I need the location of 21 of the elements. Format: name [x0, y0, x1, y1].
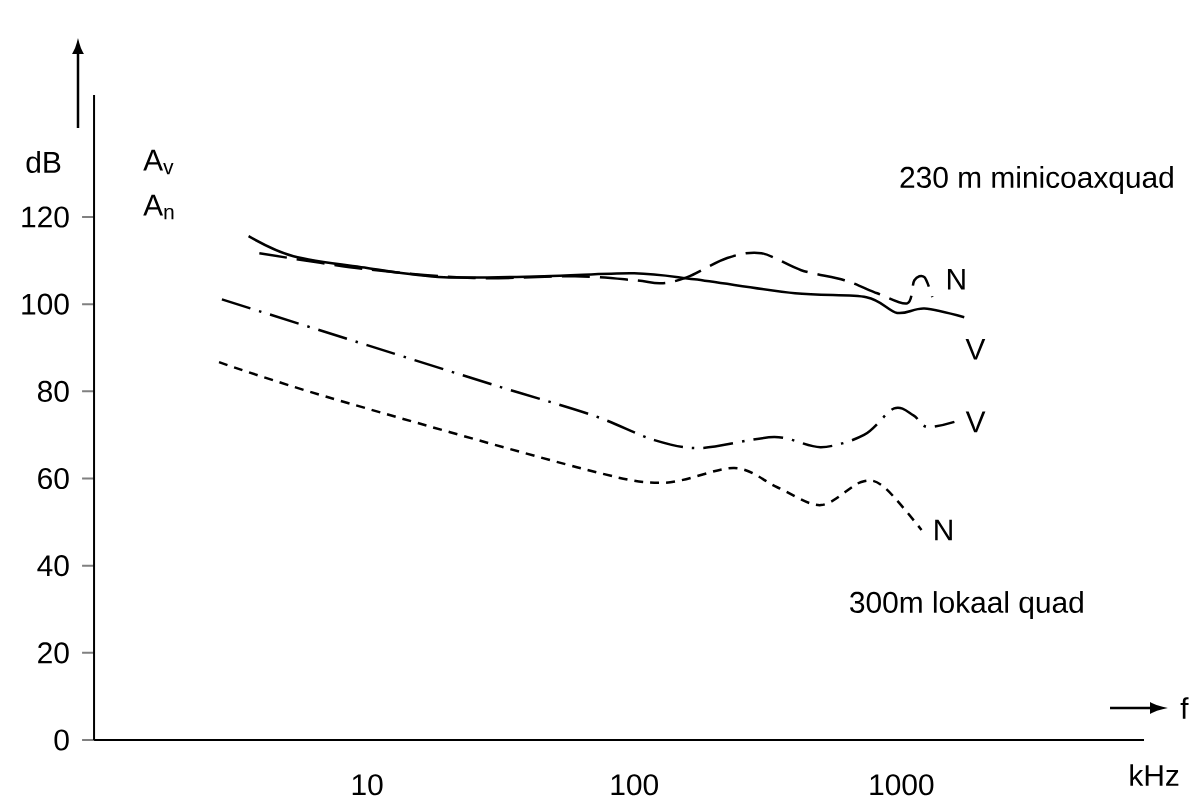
- x-tick-label: 1000: [870, 774, 934, 796]
- y-axis-title: dB: [26, 151, 61, 173]
- x-axis-title: kHz: [1130, 764, 1179, 786]
- series-label: N: [947, 268, 965, 290]
- y-tick-label: 20: [38, 642, 69, 664]
- y-tick-label: 40: [37, 555, 69, 577]
- series-label: V: [965, 338, 986, 360]
- series-label: V: [965, 411, 986, 433]
- x-tick-label: 100: [611, 774, 658, 796]
- y-tick-label: 60: [38, 467, 69, 490]
- y-tick-label: 120: [22, 206, 69, 228]
- y-tick-label: 0: [54, 729, 69, 751]
- series-label: N: [935, 519, 952, 541]
- annotation: A$_{v}$: [143, 149, 174, 175]
- x-tick-label: 10: [352, 774, 383, 796]
- annotation: A$_{n}$: [143, 194, 174, 220]
- text: f: [1180, 697, 1189, 719]
- y-tick-label: 80: [37, 380, 69, 402]
- y-tick-label: 100: [22, 293, 69, 315]
- annotation: 230 m minicoaxquad: [900, 166, 1173, 194]
- annotation: 300m lokaal quad: [850, 591, 1083, 619]
